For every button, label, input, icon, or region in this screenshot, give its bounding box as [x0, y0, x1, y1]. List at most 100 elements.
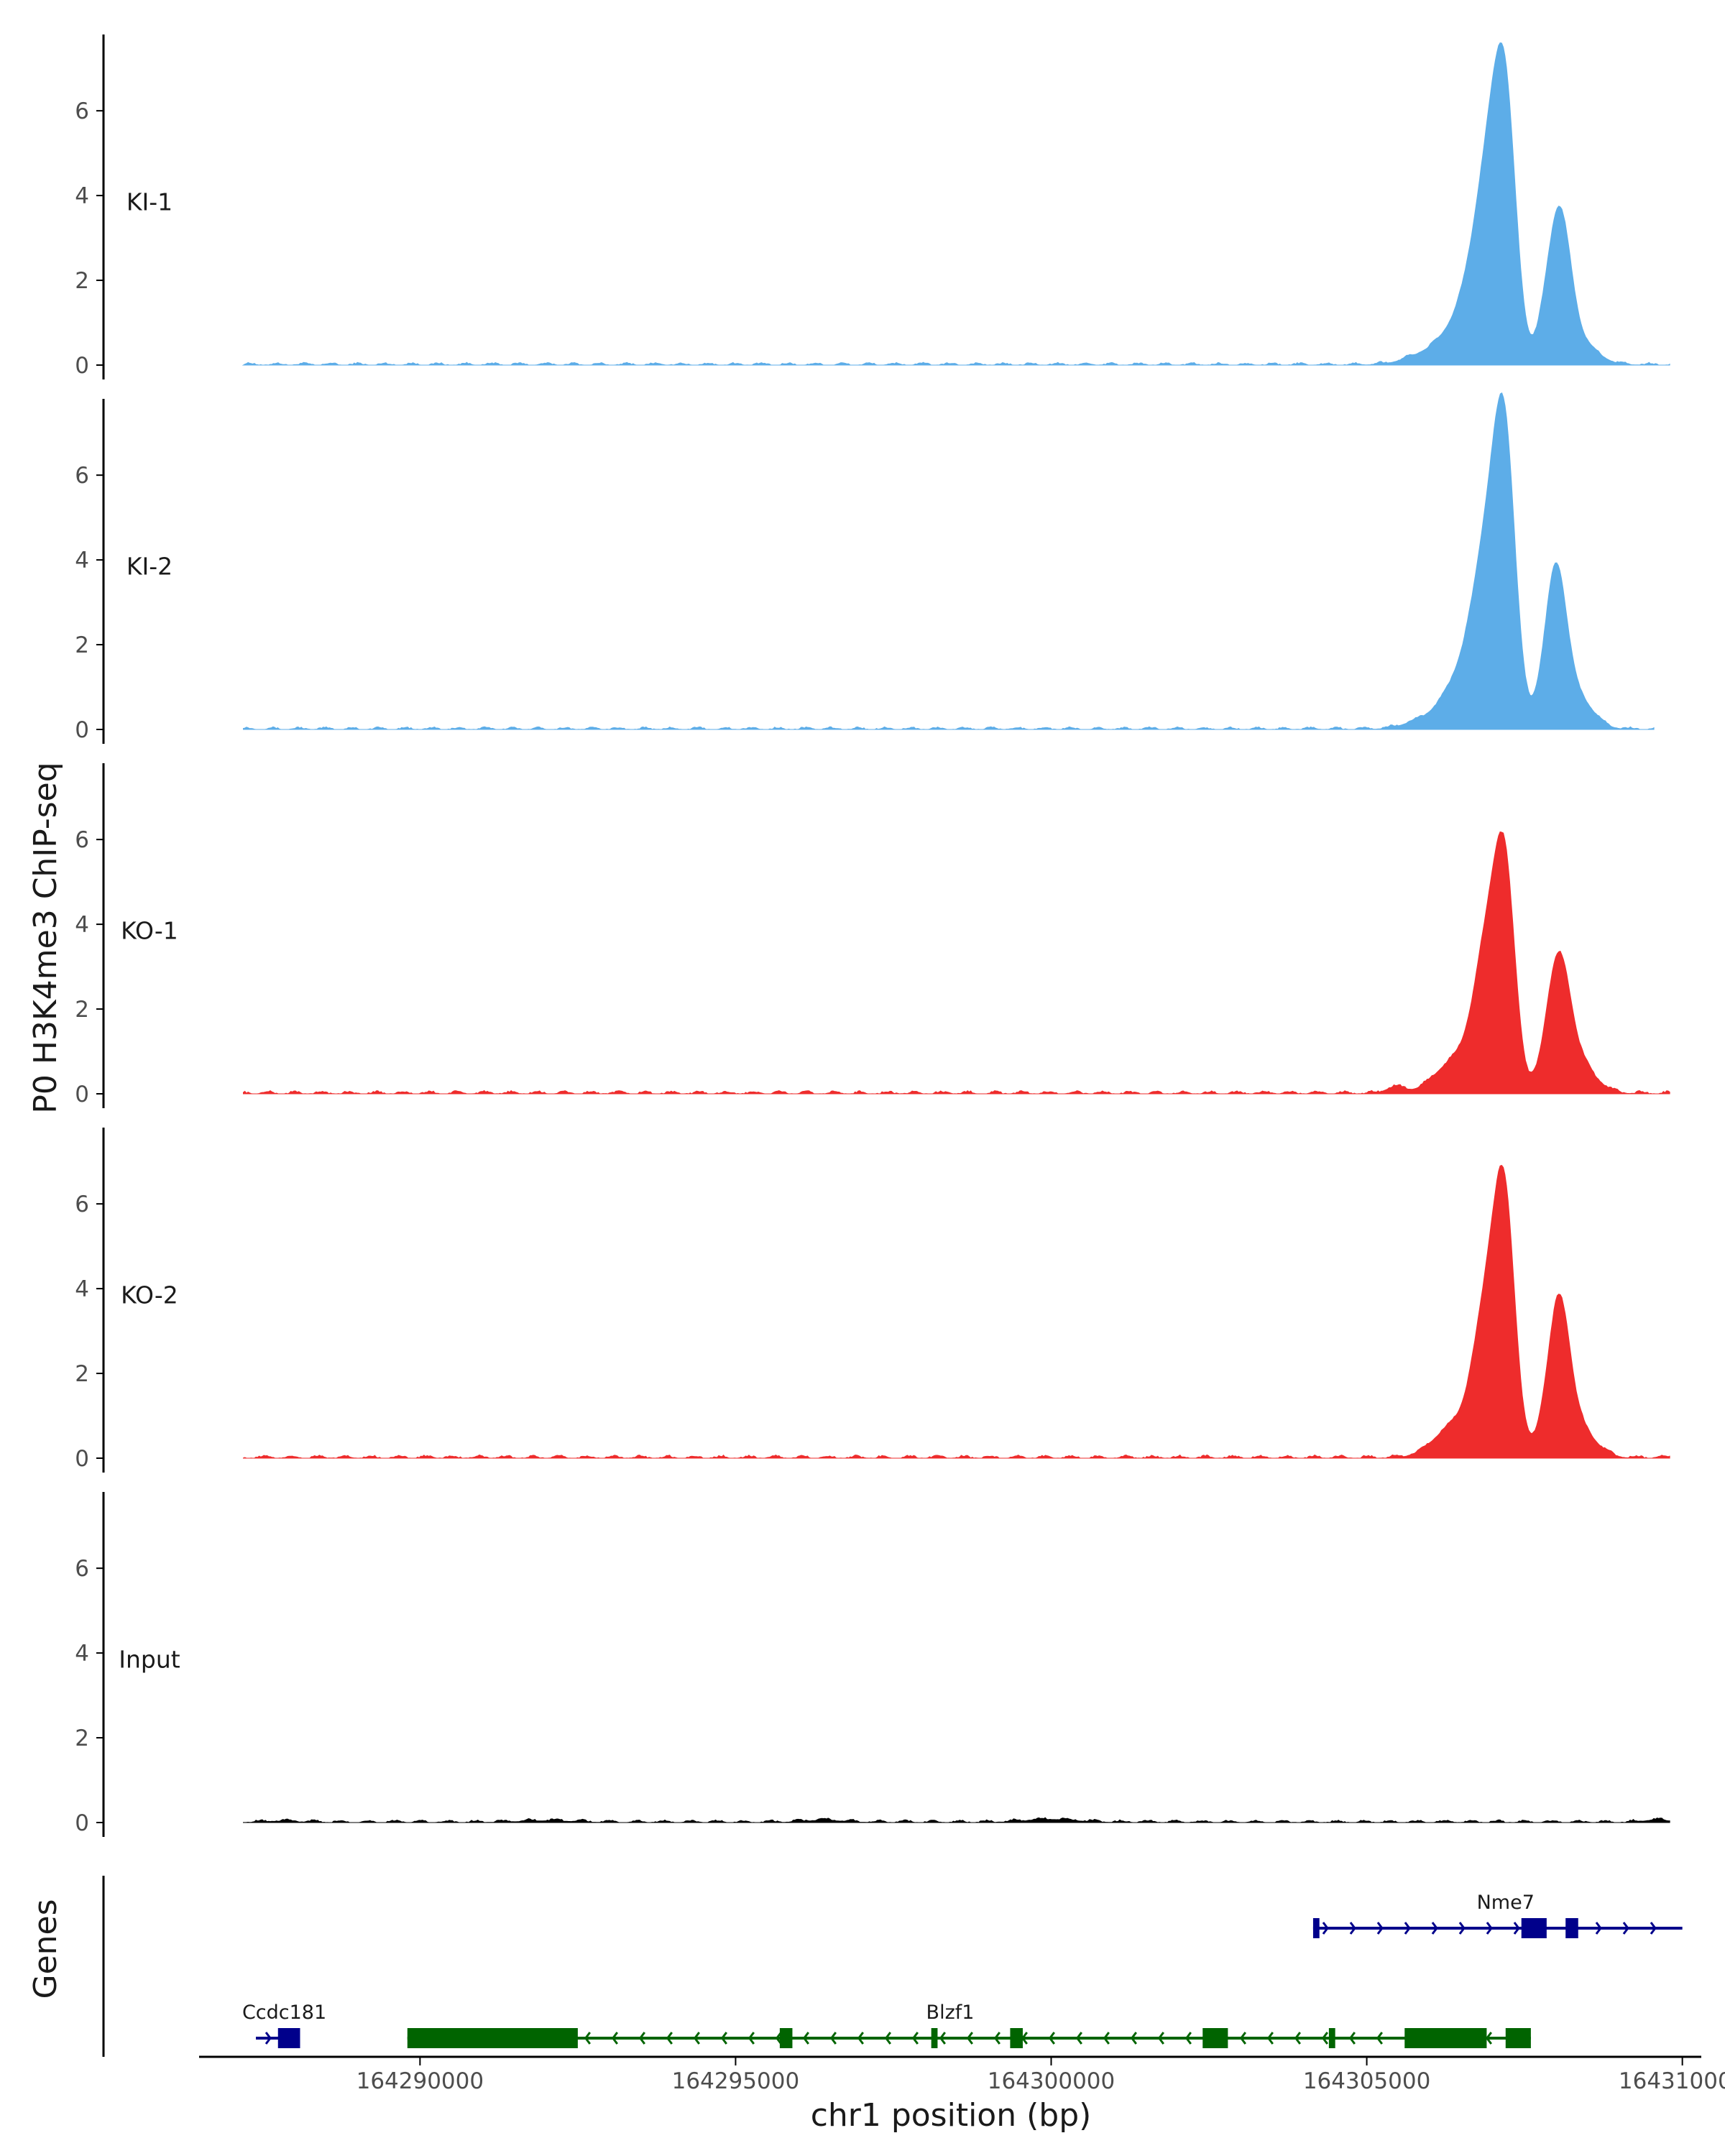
strand-arrow [1513, 1922, 1520, 1935]
genes-axis-title: Genes [27, 1899, 64, 1999]
track-label: KI-2 [126, 553, 172, 581]
x-tick-label: 164290000 [356, 2068, 484, 2094]
y-tick-label: 4 [75, 912, 89, 938]
x-tick-label: 164305000 [1303, 2068, 1431, 2094]
track-label: Input [119, 1646, 180, 1674]
strand-arrow [884, 2032, 891, 2045]
strand-arrow [1486, 1922, 1493, 1935]
strand-arrow [1404, 1922, 1411, 1935]
signal-area-ko-1 [243, 831, 1670, 1095]
strand-arrow [911, 2032, 919, 2045]
strand-arrow [638, 2032, 645, 2045]
strand-arrow [1376, 2032, 1383, 2045]
x-tick-label: 164295000 [672, 2068, 800, 2094]
strand-arrow [584, 2032, 591, 2045]
exon [1521, 1918, 1547, 1938]
strand-arrow [1184, 2032, 1192, 2045]
strand-arrow [966, 2032, 973, 2045]
y-tick-label: 0 [75, 1082, 89, 1107]
exon [1505, 2028, 1531, 2048]
track-label: KO-1 [121, 917, 178, 945]
gene-label: Nme7 [1477, 1892, 1535, 1914]
strand-arrow [1130, 2032, 1137, 2045]
signal-area-ki-2 [243, 392, 1655, 730]
strand-arrow [666, 2032, 673, 2045]
signal-area-ko-2 [243, 1164, 1670, 1459]
y-tick-label: 0 [75, 1810, 89, 1836]
strand-arrow [1458, 1922, 1466, 1935]
strand-arrow [1650, 1922, 1657, 1935]
y-tick-label: 0 [75, 1446, 89, 1472]
strand-arrow [1322, 1922, 1329, 1935]
y-tick-label: 6 [75, 1556, 89, 1582]
strand-arrow [1266, 2032, 1274, 2045]
y-tick-label: 6 [75, 1192, 89, 1217]
exon [1328, 2028, 1335, 2048]
exon [1010, 2028, 1023, 2048]
track-panel: 0 2 4 6 KO-2 [75, 1128, 1670, 1473]
y-tick-label: 6 [75, 98, 89, 124]
strand-arrow [720, 2032, 727, 2045]
gene-blzf1: Blzf1 [407, 2001, 1531, 2048]
y-tick-label: 6 [75, 463, 89, 489]
strand-arrow [693, 2032, 700, 2045]
strand-arrow [1294, 2032, 1301, 2045]
x-axis: 164290000 164295000 164300000 164305000 1643… [199, 2055, 1725, 2094]
y-tick-label: 6 [75, 827, 89, 853]
strand-arrow [264, 2032, 272, 2045]
y-tick-label: 4 [75, 1276, 89, 1302]
track-panel: 0 2 4 6 KI-2 [75, 392, 1655, 744]
strand-arrow [748, 2032, 755, 2045]
strand-arrow [1075, 2032, 1082, 2045]
strand-arrow [829, 2032, 837, 2045]
y-tick-label: 2 [75, 1361, 89, 1387]
exon [931, 2028, 938, 2048]
exon [1565, 1918, 1578, 1938]
x-tick-label: 164300000 [988, 2068, 1116, 2094]
strand-arrow [1485, 2032, 1492, 2045]
strand-arrow [1622, 1922, 1629, 1935]
strand-arrow [939, 2032, 946, 2045]
y-tick-label: 0 [75, 353, 89, 379]
y-axis-title: P0 H3K4me3 ChIP-seq [27, 762, 64, 1113]
y-tick-label: 4 [75, 183, 89, 209]
track-label: KI-1 [126, 188, 172, 216]
gene-nme7: Nme7 [1312, 1892, 1683, 1938]
track-label: KO-2 [121, 1281, 178, 1309]
strand-arrow [1239, 2032, 1246, 2045]
gene-label: Ccdc181 [242, 2001, 326, 2024]
strand-arrow [1349, 1922, 1356, 1935]
y-tick-label: 2 [75, 268, 89, 294]
strand-arrow [1048, 2032, 1055, 2045]
gene-track: Nme7 Ccdc181 Blzf1 [102, 1876, 1683, 2057]
y-tick-label: 2 [75, 632, 89, 658]
gene-ccdc181: Ccdc181 [242, 2001, 326, 2048]
strand-arrow [802, 2032, 809, 2045]
y-tick-label: 4 [75, 1641, 89, 1667]
strand-arrow [1157, 2032, 1164, 2045]
strand-arrow [1376, 1922, 1384, 1935]
exon [1404, 2028, 1487, 2048]
track-panel: 0 2 4 6 KI-1 [75, 34, 1670, 379]
strand-arrow [775, 2032, 782, 2045]
strand-arrow [1321, 2032, 1328, 2045]
strand-arrow [611, 2032, 618, 2045]
strand-arrow [1595, 1922, 1602, 1935]
x-axis-title: chr1 position (bp) [811, 2097, 1092, 2134]
y-tick-label: 2 [75, 1726, 89, 1751]
exon [277, 2028, 300, 2048]
strand-arrow [1431, 1922, 1438, 1935]
x-tick-label: 164310000 [1619, 2068, 1725, 2094]
y-tick-label: 0 [75, 717, 89, 743]
strand-arrow [993, 2032, 1000, 2045]
y-tick-label: 4 [75, 548, 89, 573]
track-panel: 0 2 4 6 KO-1 [75, 763, 1670, 1108]
strand-arrow [857, 2032, 864, 2045]
strand-arrow [1348, 2032, 1356, 2045]
gene-label: Blzf1 [926, 2001, 975, 2024]
signal-area-input [243, 1817, 1670, 1823]
signal-tracks: 0 2 4 6 KI-1 0 2 4 6 KI-2 0 2 4 6 KO-1 0 2 4 6 KO-2 0 2 4 6 Inpu… [75, 34, 1670, 1837]
exon [1312, 1918, 1320, 1938]
strand-arrow [1103, 2032, 1110, 2045]
